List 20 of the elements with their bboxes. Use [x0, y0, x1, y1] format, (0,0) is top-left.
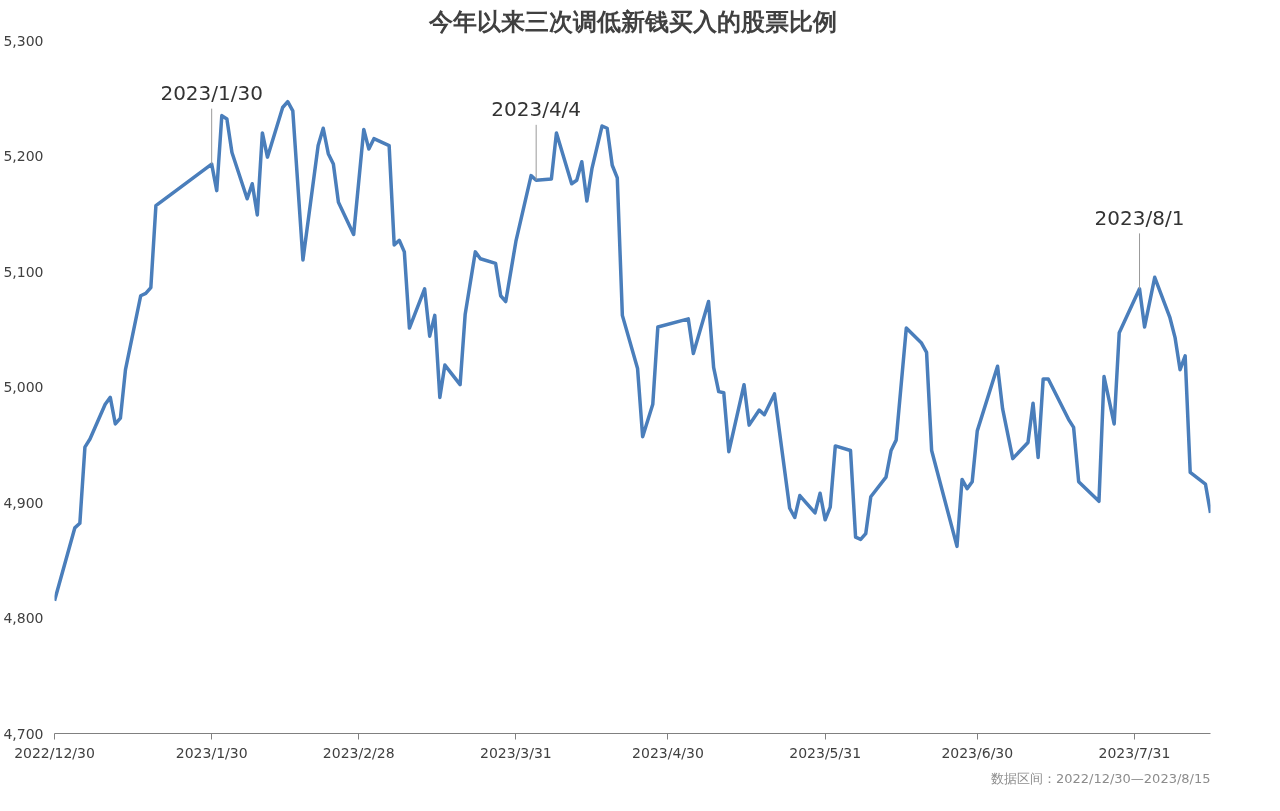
x-tick-label: 2023/6/30: [941, 744, 1014, 761]
y-tick-label: 5,200: [3, 148, 44, 164]
annotation: 2023/4/4: [491, 97, 582, 122]
y-tick-label: 4,800: [3, 610, 44, 626]
text: 数据区间：2022/12/30—2023/8/15: [990, 770, 1211, 786]
x-tick-label: 2023/5/31: [789, 744, 862, 761]
y-tick-label: 5,000: [3, 379, 44, 395]
y-tick-label: 4,700: [3, 725, 44, 742]
chart-title: 今年以来三次调低新钱买入的股票比例: [427, 7, 837, 36]
x-tick-label: 2023/7/31: [1098, 744, 1171, 761]
x-tick-label: 2023/4/30: [632, 744, 704, 761]
x-tick-label: 2023/3/31: [479, 744, 552, 761]
y-tick-label: 5,300: [3, 32, 44, 49]
y-tick-label: 4,900: [3, 494, 44, 511]
x-tick-label: 2022/12/30: [14, 744, 95, 761]
annotation: 2023/1/30: [160, 81, 263, 106]
y-tick-label: 5,100: [3, 263, 44, 280]
annotation: 2023/8/1: [1094, 205, 1185, 230]
x-tick-label: 2023/1/30: [175, 744, 248, 761]
x-tick-label: 2023/2/28: [322, 744, 395, 761]
